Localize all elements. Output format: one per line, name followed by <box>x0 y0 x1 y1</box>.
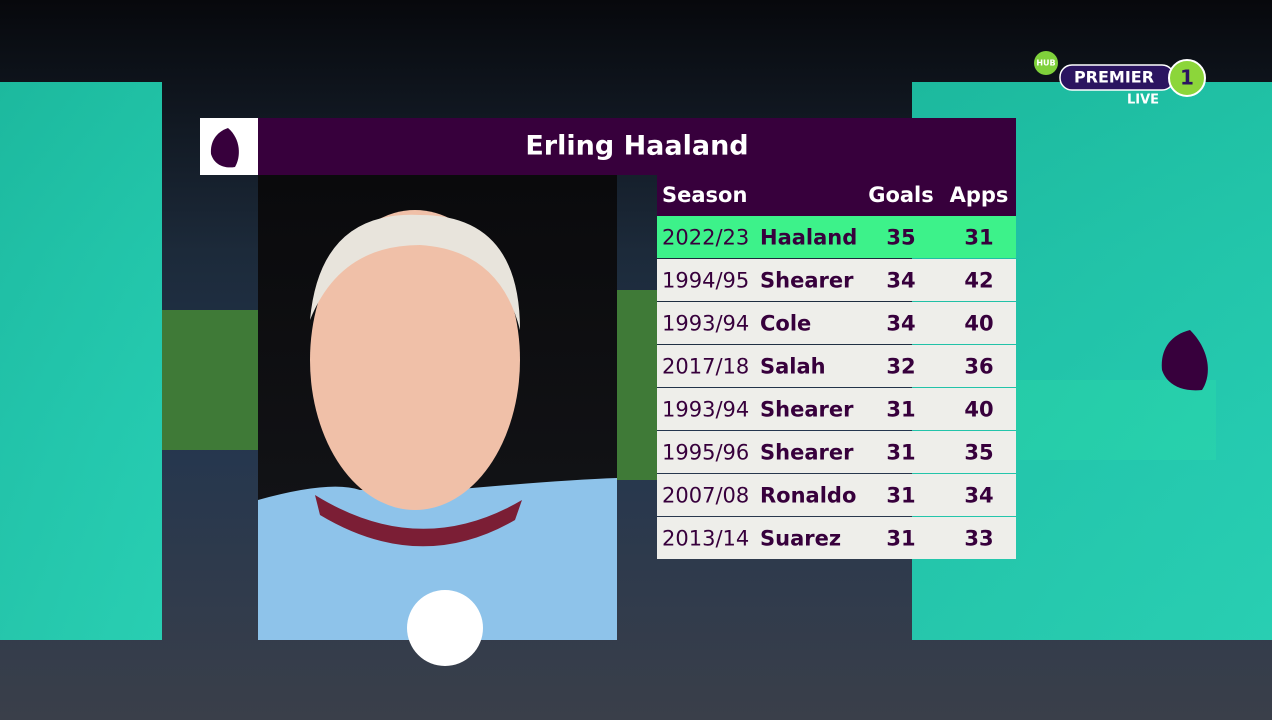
apps: 36 <box>964 355 993 379</box>
face <box>310 210 520 510</box>
apps: 31 <box>964 226 993 250</box>
goals: 35 <box>886 226 915 250</box>
column-header: Goals <box>868 183 934 207</box>
collar <box>315 495 522 547</box>
goals: 31 <box>886 484 915 508</box>
channel-number-circle <box>1168 59 1206 97</box>
goals: 31 <box>886 441 915 465</box>
table-row <box>657 388 1016 430</box>
pitch <box>617 290 657 480</box>
column-header: Season <box>662 183 747 207</box>
league-logo <box>210 128 239 168</box>
apps: 35 <box>964 441 993 465</box>
apps: 42 <box>964 269 993 293</box>
goals: 31 <box>886 398 915 422</box>
season: 2017/18 <box>662 355 749 379</box>
pitch <box>162 310 272 450</box>
player: Ronaldo <box>760 484 856 508</box>
hair <box>310 214 520 330</box>
channel-badge <box>1034 51 1058 75</box>
league-logo <box>1161 330 1208 391</box>
crest <box>407 590 483 666</box>
side-panel <box>0 82 162 640</box>
goals: 32 <box>886 355 915 379</box>
table-row <box>657 259 1016 301</box>
season: 1993/94 <box>662 312 749 336</box>
season: 1994/95 <box>662 269 749 293</box>
table-row <box>657 431 1016 473</box>
title-bar <box>258 118 1016 175</box>
apps: 34 <box>964 484 993 508</box>
table-header <box>657 175 1016 216</box>
stats-table: Season Goals Apps 2022/23 Haaland 35 31 1994/95… <box>657 175 1016 559</box>
apps: 40 <box>964 312 993 336</box>
player: Cole <box>760 312 811 336</box>
table-row <box>657 517 1016 559</box>
channel-status: LIVE <box>1127 93 1159 108</box>
table-row <box>657 474 1016 516</box>
season: 2022/23 <box>662 226 749 250</box>
goals: 31 <box>886 527 915 551</box>
season: 1995/96 <box>662 441 749 465</box>
title: Erling Haaland <box>525 131 748 162</box>
player: Suarez <box>760 527 841 551</box>
channel-name: PREMIER <box>1074 68 1154 87</box>
goals: 34 <box>886 312 915 336</box>
season: 2013/14 <box>662 527 749 551</box>
table-row <box>657 345 1016 387</box>
player: Shearer <box>760 398 854 422</box>
player: Salah <box>760 355 826 379</box>
goals: 34 <box>886 269 915 293</box>
player: Shearer <box>760 441 854 465</box>
table-row <box>657 302 1016 344</box>
column-header: Apps <box>950 183 1009 207</box>
channel-number: 1 <box>1180 66 1194 90</box>
apps: 40 <box>964 398 993 422</box>
player: Shearer <box>760 269 854 293</box>
season: 2007/08 <box>662 484 749 508</box>
apps: 33 <box>964 527 993 551</box>
player: Haaland <box>760 226 857 250</box>
season: 1993/94 <box>662 398 749 422</box>
table-row <box>657 216 1016 258</box>
channel-badge-text: HUB <box>1036 59 1055 68</box>
